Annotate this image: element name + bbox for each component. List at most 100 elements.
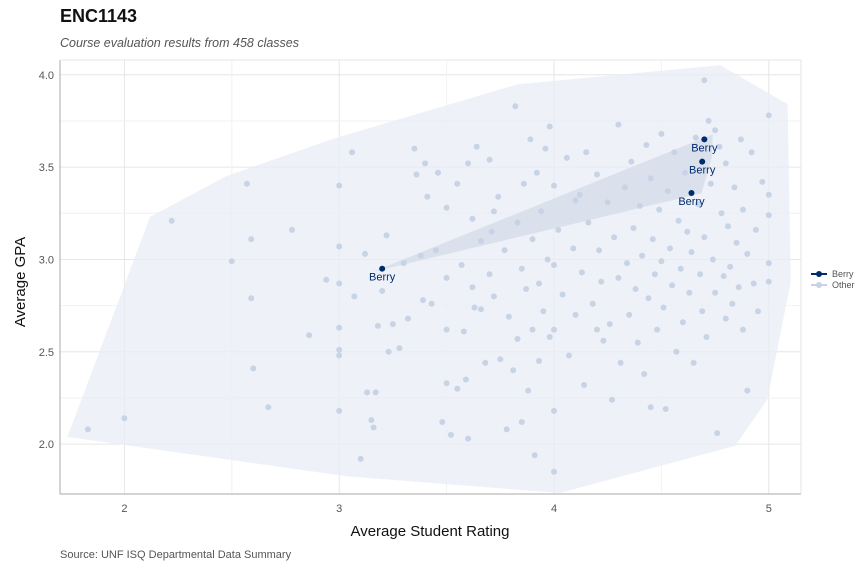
other-point [611,234,618,241]
x-tick-labels: 2 3 4 5 [121,503,771,515]
other-point [424,193,431,200]
other-point [420,297,426,304]
other-point [662,406,669,412]
other-point [265,404,272,411]
other-point [647,175,654,182]
other-point [585,219,592,226]
other-point [697,271,704,278]
other-point [417,252,424,259]
other-point [551,326,557,333]
other-point [536,280,542,287]
other-point [645,295,652,302]
other-point [432,247,439,254]
other-point [306,332,313,339]
other-point [351,293,358,300]
other-point [755,308,761,315]
other-point [486,156,493,163]
other-point [422,160,429,167]
points-layer [84,77,772,475]
other-point [634,339,641,346]
point-labels-layer: Berry Berry Berry Berry [369,142,718,283]
other-point [443,326,450,333]
x-tick-label: 3 [336,503,342,515]
other-point [374,322,381,329]
other-point [596,247,603,254]
other-point [497,356,504,363]
other-point [606,321,613,328]
other-point [722,315,729,322]
y-tick-labels: 2.0 2.5 3.0 3.5 4.0 [39,70,54,451]
other-point [694,201,701,208]
other-point [538,208,545,215]
other-point [531,452,538,459]
other-point [744,387,751,394]
other-point [658,130,665,137]
other-point [443,380,450,387]
other-point [744,250,751,257]
other-point [536,358,542,364]
other-point [682,169,688,176]
other-point [289,226,295,233]
other-point [679,319,686,326]
other-point [731,184,738,191]
other-point [750,280,757,287]
other-point [413,171,420,178]
berry-point-label: Berry [369,272,396,284]
other-point [765,191,772,198]
other-point [243,180,250,187]
other-point [336,324,343,331]
other-point [686,289,693,296]
other-point [583,149,590,156]
other-point [759,178,766,185]
other-point [512,103,519,110]
other-point [765,212,772,219]
other-point [542,145,549,152]
other-point [518,419,525,425]
other-point [454,180,461,187]
other-point [465,435,472,442]
other-point [647,404,654,411]
other-point [505,313,512,320]
other-point [473,143,480,150]
other-point [688,249,695,256]
legend-label: Other [832,280,855,290]
other-point [570,245,577,252]
other-point [621,184,628,191]
other-point [765,260,772,267]
other-point [525,387,532,394]
other-point [712,289,719,296]
other-point [364,389,371,396]
other-point [722,160,729,167]
other-point [544,256,551,263]
other-point [701,234,708,241]
other-point [765,278,772,285]
other-point [604,199,611,206]
other-point [458,262,465,268]
other-point [712,127,719,134]
other-point [514,335,521,342]
other-point [589,300,596,307]
other-point [649,236,656,243]
other-point [735,284,742,291]
x-tick-label: 5 [766,503,772,515]
other-point [555,226,562,233]
other-point [428,300,435,307]
y-tick-label: 2.5 [39,347,54,359]
other-point [510,367,517,374]
other-point [443,204,450,211]
other-point [439,419,446,425]
other-point [495,193,502,200]
other-point [654,326,661,333]
other-point [540,308,547,315]
other-point [443,274,450,281]
other-point [490,208,497,215]
other-point [349,149,356,156]
other-point [551,407,557,414]
other-point [729,300,736,307]
other-point [520,180,527,187]
chart-subtitle: Course evaluation results from 458 class… [60,36,300,50]
other-point [368,417,375,424]
other-point [482,359,489,366]
other-point [336,407,343,414]
